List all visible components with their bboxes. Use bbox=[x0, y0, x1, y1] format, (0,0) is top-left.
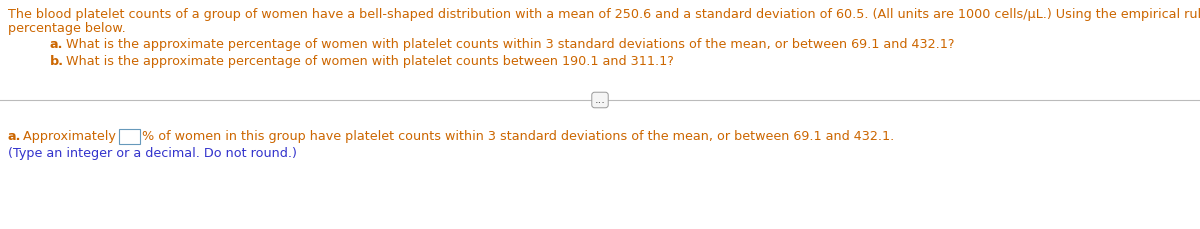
Text: b.: b. bbox=[50, 55, 64, 68]
Text: percentage below.: percentage below. bbox=[8, 22, 126, 35]
Text: % of women in this group have platelet counts within 3 standard deviations of th: % of women in this group have platelet c… bbox=[142, 130, 894, 143]
Text: ...: ... bbox=[594, 95, 606, 105]
Text: a.: a. bbox=[8, 130, 22, 143]
FancyBboxPatch shape bbox=[119, 128, 139, 144]
Text: (Type an integer or a decimal. Do not round.): (Type an integer or a decimal. Do not ro… bbox=[8, 147, 296, 160]
Text: The blood platelet counts of a group of women have a bell-shaped distribution wi: The blood platelet counts of a group of … bbox=[8, 8, 1200, 21]
Text: What is the approximate percentage of women with platelet counts within 3 standa: What is the approximate percentage of wo… bbox=[62, 38, 954, 51]
Text: What is the approximate percentage of women with platelet counts between 190.1 a: What is the approximate percentage of wo… bbox=[62, 55, 674, 68]
Text: a.: a. bbox=[50, 38, 64, 51]
Text: Approximately: Approximately bbox=[19, 130, 120, 143]
